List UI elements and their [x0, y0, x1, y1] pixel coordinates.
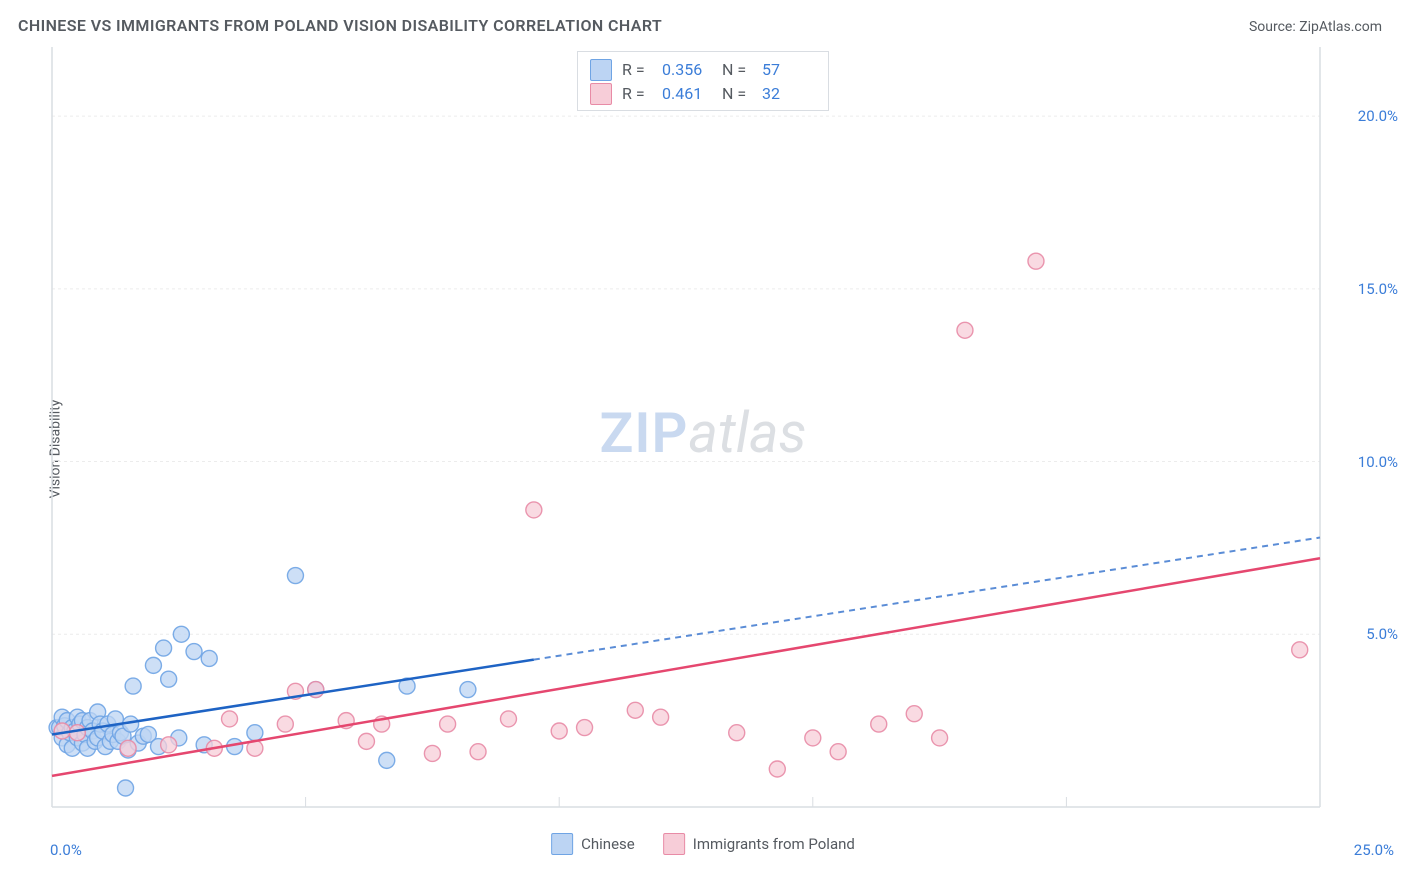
series-legend-item: Immigrants from Poland	[663, 833, 855, 855]
legend-r-value: 0.356	[662, 58, 712, 82]
legend-swatch	[551, 833, 573, 855]
series-legend: Chinese Immigrants from Poland	[551, 833, 855, 855]
x-tick-label-min: 0.0%	[50, 841, 82, 859]
series-legend-label: Chinese	[581, 835, 635, 853]
x-tick-label-max: 25.0%	[1354, 841, 1394, 859]
chart-area: Vision Disability ZIPatlas R =0.356N =57…	[0, 39, 1406, 859]
legend-swatch	[663, 833, 685, 855]
legend-swatch	[590, 83, 612, 105]
legend-r-label: R =	[622, 82, 652, 106]
y-tick-label: 5.0%	[1366, 625, 1398, 643]
y-tick-label: 15.0%	[1358, 280, 1398, 298]
y-tick-label: 10.0%	[1358, 453, 1398, 471]
legend-r-value: 0.461	[662, 82, 712, 106]
series-legend-label: Immigrants from Poland	[693, 835, 855, 853]
stats-legend-row: R = 0.461 N = 32	[590, 82, 812, 106]
stats-legend: R = 0.356 N = 57 R = 0.461 N = 32	[577, 51, 829, 111]
stats-legend-row: R = 0.356 N = 57	[590, 58, 812, 82]
legend-n-value: 57	[762, 58, 812, 82]
y-tick-label: 20.0%	[1358, 107, 1398, 125]
series-legend-item: Chinese	[551, 833, 635, 855]
source-label: Source: ZipAtlas.com	[1249, 19, 1382, 35]
legend-n-label: N =	[722, 58, 752, 82]
chart-title: CHINESE VS IMMIGRANTS FROM POLAND VISION…	[18, 16, 662, 35]
legend-swatch	[590, 59, 612, 81]
legend-n-value: 32	[762, 82, 812, 106]
legend-r-label: R =	[622, 58, 652, 82]
legend-n-label: N =	[722, 82, 752, 106]
scatter-plot-svg	[48, 39, 1388, 859]
